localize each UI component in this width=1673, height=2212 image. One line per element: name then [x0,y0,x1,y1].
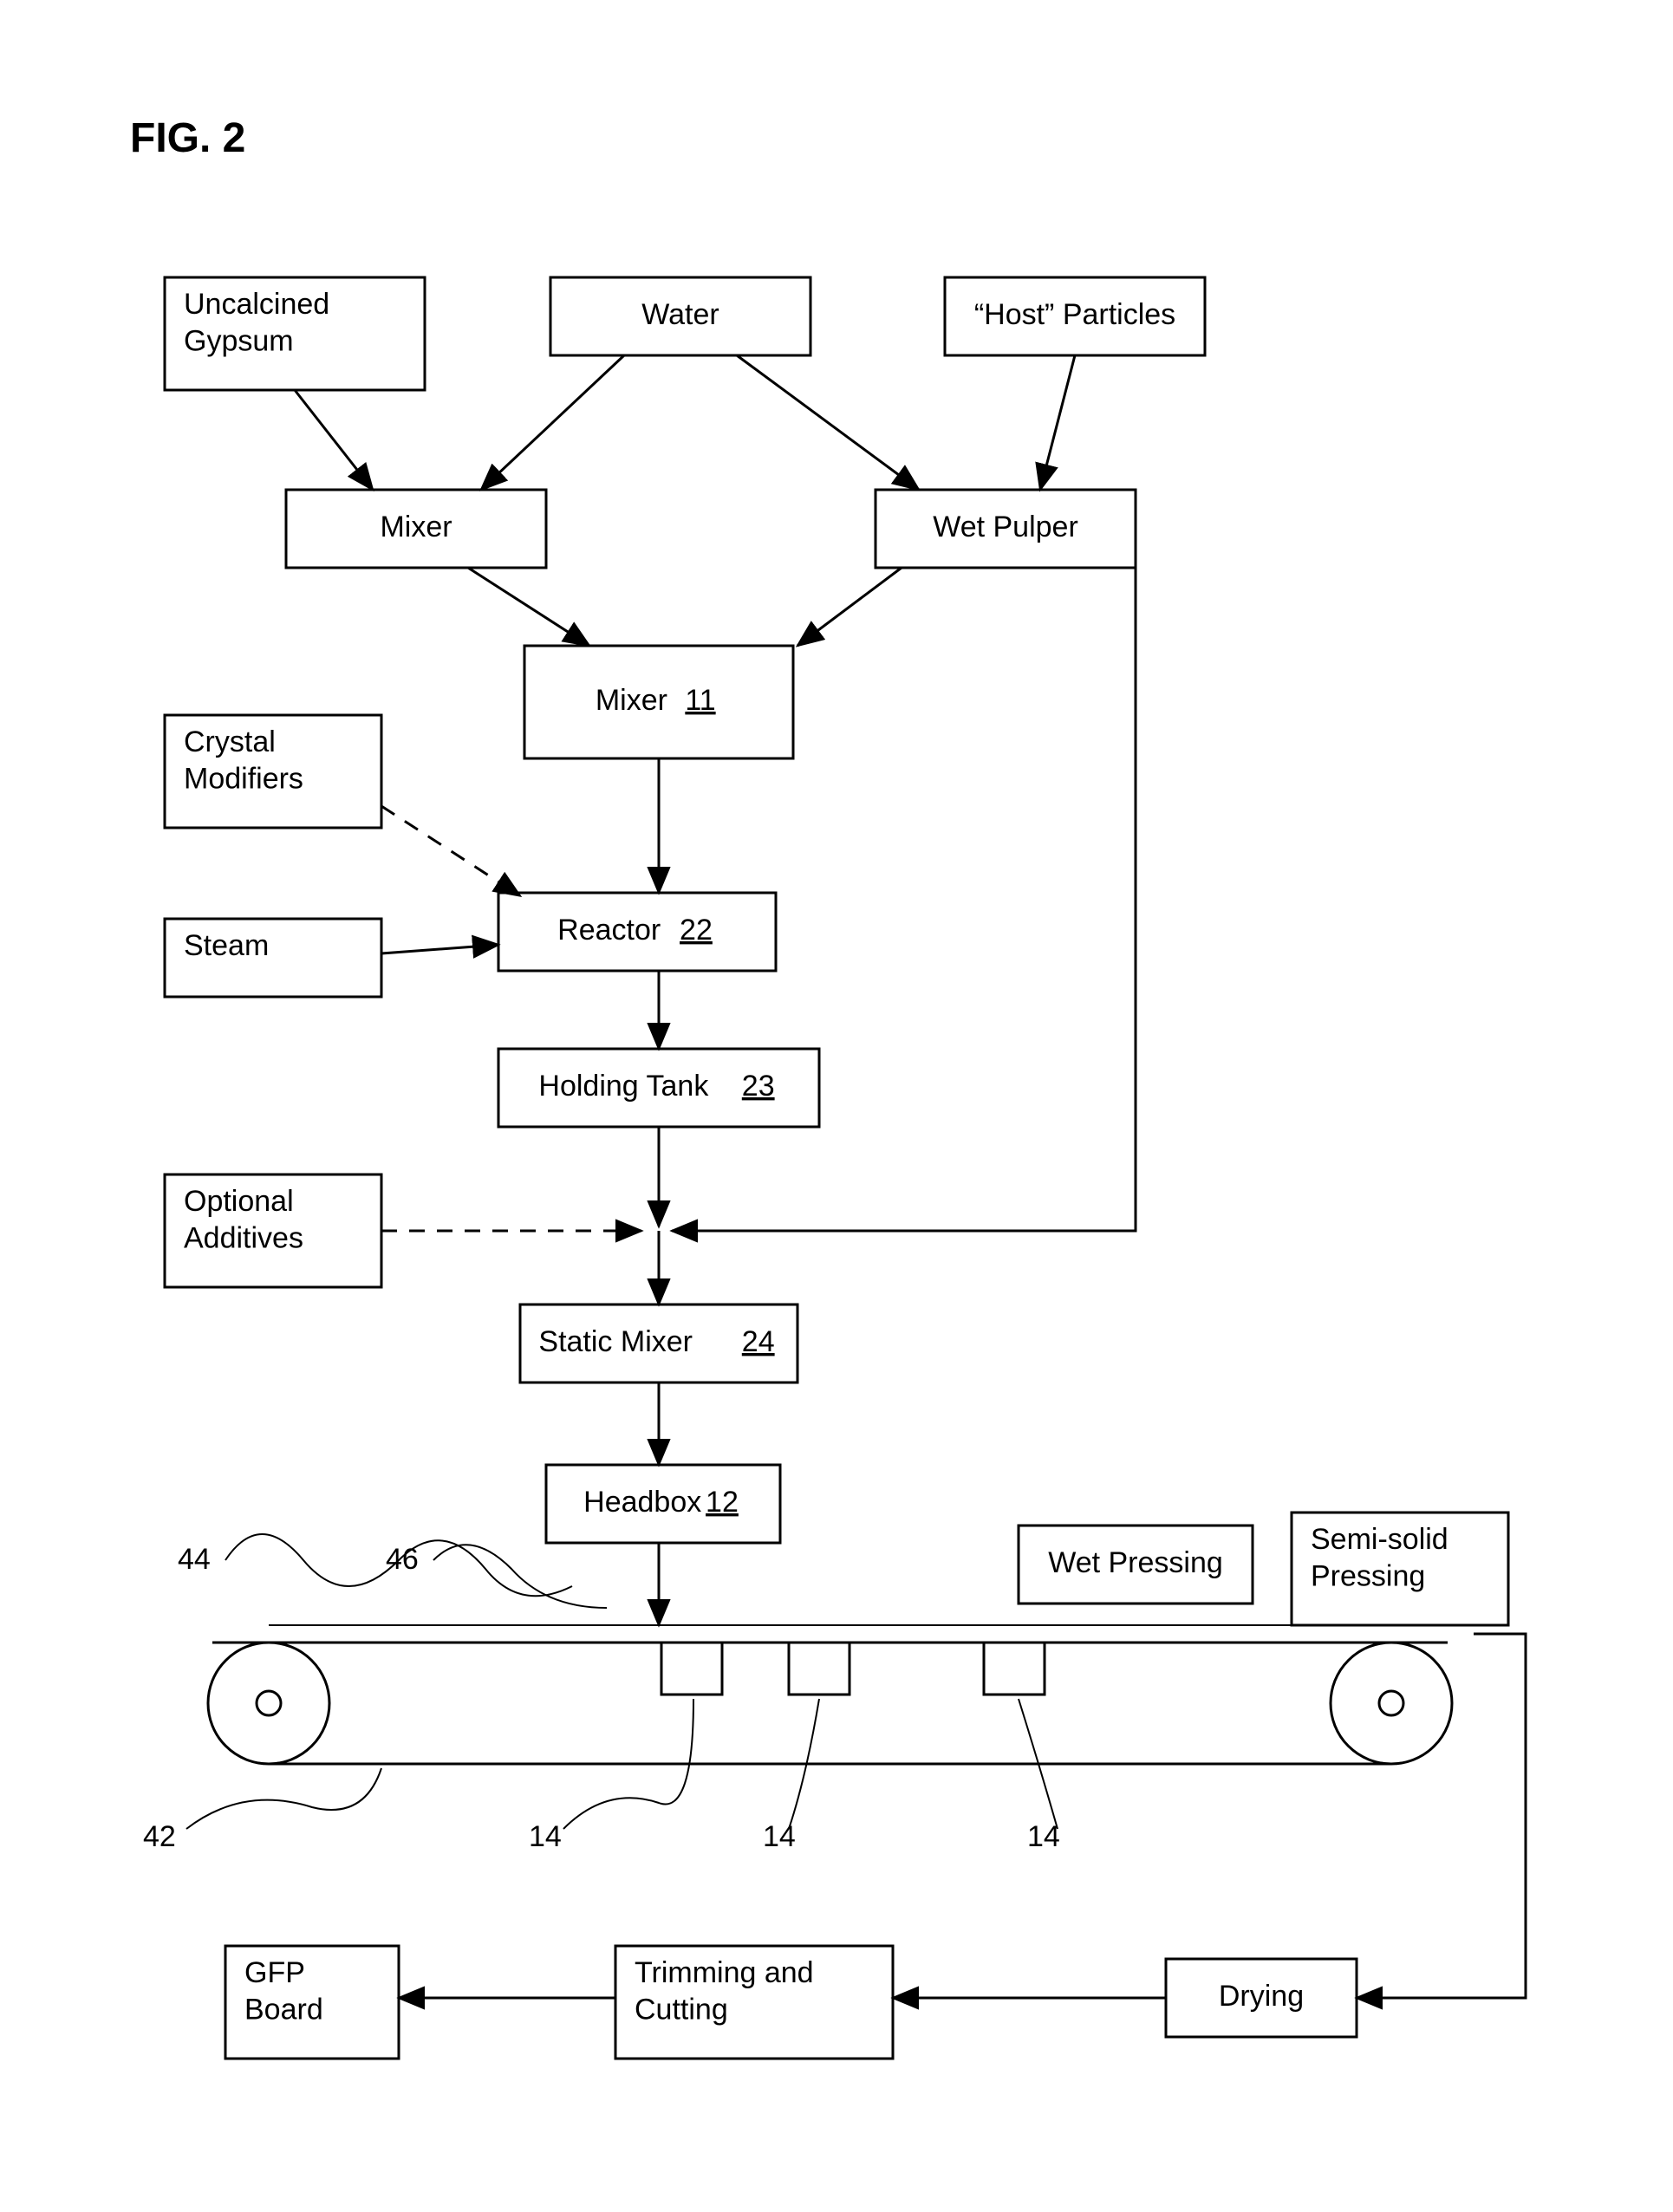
edge-water-pulper [737,355,919,490]
leader-46 [433,1545,607,1608]
svg-text:Board: Board [244,1994,323,2027]
svg-text:44: 44 [178,1543,211,1576]
svg-text:Trimming and: Trimming and [635,1956,814,1989]
svg-text:12: 12 [706,1486,739,1519]
svg-text:23: 23 [742,1070,775,1103]
svg-text:Reactor: Reactor [557,914,661,947]
svg-text:Optional: Optional [184,1185,294,1218]
svg-text:42: 42 [143,1820,176,1853]
svg-text:Cutting: Cutting [635,1994,728,2027]
svg-text:Gypsum: Gypsum [184,325,294,358]
edge-pulper-mixer11 [797,568,902,646]
svg-text:Modifiers: Modifiers [184,763,303,796]
svg-text:Mixer: Mixer [380,511,452,543]
svg-text:Drying: Drying [1219,1980,1304,2013]
edge-steam-reactor [381,945,498,953]
leader-42 [186,1768,381,1829]
svg-text:Crystal: Crystal [184,725,276,758]
edge-crystal-reactor [381,806,520,895]
svg-text:Wet Pressing: Wet Pressing [1048,1546,1223,1579]
svg-text:Mixer: Mixer [596,684,667,717]
svg-text:Static Mixer: Static Mixer [538,1325,693,1358]
svg-text:Water: Water [641,298,719,331]
svg-text:14: 14 [529,1820,562,1853]
svg-text:Wet Pulper: Wet Pulper [933,511,1078,543]
svg-text:Additives: Additives [184,1222,303,1255]
svg-text:22: 22 [680,914,713,947]
svg-text:FIG. 2: FIG. 2 [130,115,245,161]
svg-text:Pressing: Pressing [1311,1560,1425,1593]
svg-text:11: 11 [685,684,715,717]
svg-text:24: 24 [742,1325,775,1358]
svg-text:“Host” Particles: “Host” Particles [974,298,1175,331]
edge-host-pulper [1040,355,1075,490]
svg-text:Uncalcined: Uncalcined [184,288,329,321]
svg-text:14: 14 [1027,1820,1060,1853]
svg-text:Semi-solid: Semi-solid [1311,1523,1448,1556]
conveyor [208,1625,1478,1764]
svg-text:GFP: GFP [244,1956,305,1989]
svg-text:Headbox: Headbox [583,1486,701,1519]
edge-water-mixer1 [481,355,624,490]
edge-mixer1-mixer11 [468,568,589,646]
edge-gypsum-mixer1 [295,390,373,490]
svg-text:Holding Tank: Holding Tank [538,1070,709,1103]
svg-text:Steam: Steam [184,929,269,962]
